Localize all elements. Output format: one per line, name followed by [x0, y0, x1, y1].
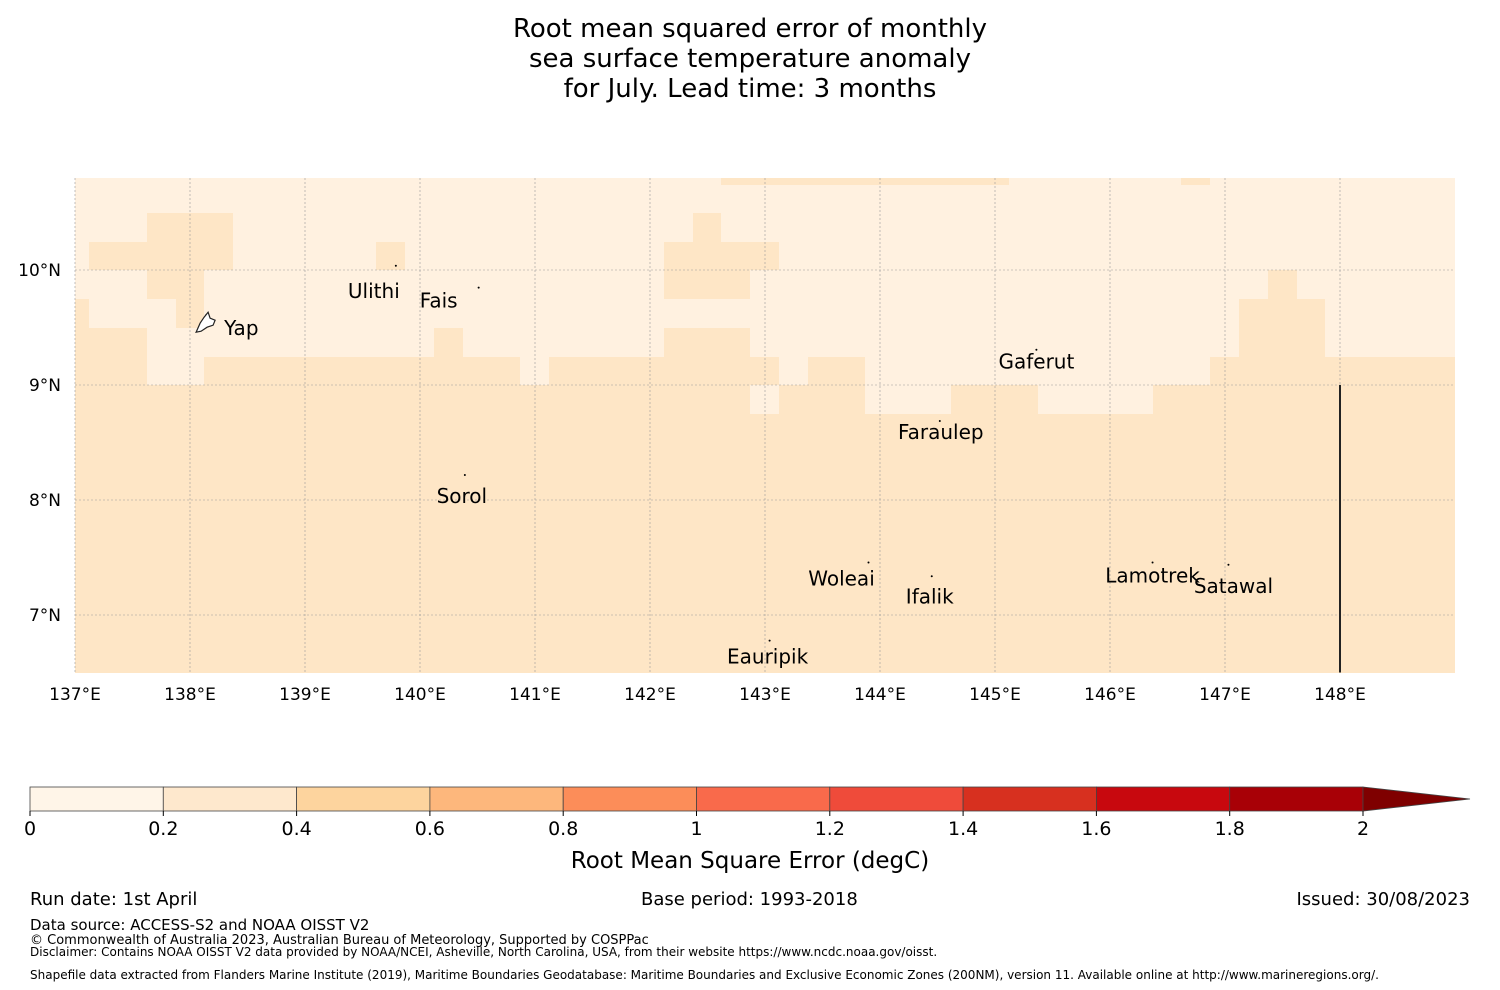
title-line-1: Root mean squared error of monthly	[512, 14, 988, 44]
colorbar-tick-label: 0.4	[281, 818, 311, 840]
colorbar-segment	[1096, 786, 1231, 812]
place-label: Satawal	[1194, 574, 1273, 598]
lon-tick-label: 144°E	[854, 685, 906, 705]
island-dot	[930, 575, 933, 578]
island-dot	[463, 474, 466, 477]
disclaimer: Disclaimer: Contains NOAA OISST V2 data …	[30, 945, 938, 959]
base-period: Base period: 1993-2018	[641, 889, 858, 910]
colorbar-tick-label: 1.6	[1081, 818, 1111, 840]
lat-tick-label: 8°N	[29, 491, 61, 511]
colorbar-tick-label: 0.8	[548, 818, 578, 840]
island-dot	[867, 561, 870, 564]
island-dot	[1227, 563, 1230, 566]
rmse-field-low	[750, 385, 779, 414]
lon-tick-label: 146°E	[1084, 685, 1136, 705]
lon-tick-label: 141°E	[509, 685, 561, 705]
colorbar-segment	[429, 786, 564, 812]
colorbar-extend-arrow	[1362, 786, 1471, 812]
issued-date: Issued: 30/08/2023	[1296, 889, 1470, 910]
colorbar-segment	[696, 786, 831, 812]
place-label: Lamotrek	[1105, 563, 1200, 587]
rmse-field-mid	[1181, 178, 1210, 185]
latitude-tick-labels: 10°N 9°N 8°N 7°N	[18, 261, 61, 626]
colorbar-tick-label: 1.2	[815, 818, 845, 840]
island-dot	[394, 264, 397, 267]
lat-tick-label: 10°N	[18, 261, 61, 281]
lat-tick-label: 7°N	[29, 606, 61, 626]
place-label: Gaferut	[998, 350, 1074, 374]
data-source: Data source: ACCESS-S2 and NOAA OISST V2	[30, 916, 370, 934]
lon-tick-label: 140°E	[394, 685, 446, 705]
colorbar-segment	[1229, 786, 1364, 812]
colorbar-label: Root Mean Square Error (degC)	[571, 848, 929, 874]
colorbar-tick-labels: 0 0.2 0.4 0.6 0.8 1 1.2 1.4 1.6 1.8 2	[24, 811, 1369, 840]
place-label: Faraulep	[898, 420, 984, 444]
copyright: © Commonwealth of Australia 2023, Austra…	[30, 933, 649, 948]
lon-tick-label: 148°E	[1314, 685, 1366, 705]
lon-tick-label: 147°E	[1199, 685, 1251, 705]
island-dot	[477, 286, 480, 289]
colorbar-tick-label: 1.4	[948, 818, 978, 840]
place-label: Sorol	[437, 484, 488, 508]
lon-tick-label: 139°E	[279, 685, 331, 705]
colorbar-segment	[829, 786, 964, 812]
place-label: Woleai	[808, 566, 875, 590]
colorbar-segment	[296, 786, 431, 812]
island-dot	[768, 639, 771, 642]
place-label: Yap	[223, 316, 258, 340]
colorbar	[29, 786, 1471, 812]
colorbar-segment	[562, 786, 697, 812]
colorbar-tick-label: 0	[24, 818, 36, 840]
island-dot	[1035, 348, 1038, 351]
rmse-field-mid	[376, 242, 405, 270]
lon-tick-label: 137°E	[49, 685, 101, 705]
place-label: Ifalik	[906, 584, 954, 608]
run-date: Run date: 1st April	[30, 889, 198, 910]
place-labels: Yap Ulithi Fais Sorol Gaferut Faraulep Woleai I…	[205, 264, 1273, 669]
rmse-field-mid	[721, 178, 1009, 185]
lon-tick-label: 138°E	[164, 685, 216, 705]
colorbar-tick-label: 0.6	[415, 818, 445, 840]
yap-island-shape	[195, 310, 216, 334]
colorbar-tick-label: 1.8	[1215, 818, 1245, 840]
place-label: Ulithi	[348, 279, 400, 303]
graticule	[74, 178, 1455, 673]
colorbar-tick-label: 2	[1357, 818, 1369, 840]
title-line-3: for July. Lead time: 3 months	[563, 74, 937, 104]
map-area: Yap Ulithi Fais Sorol Gaferut Faraulep Woleai I…	[74, 178, 1455, 673]
island-dot	[938, 420, 941, 422]
chart-title: Root mean squared error of monthly sea s…	[0, 14, 1500, 104]
lon-tick-label: 145°E	[969, 685, 1021, 705]
lat-tick-label: 9°N	[29, 376, 61, 396]
colorbar-segment	[29, 786, 164, 812]
lon-tick-label: 143°E	[739, 685, 791, 705]
colorbar-tick-label: 1	[690, 818, 702, 840]
title-line-2: sea surface temperature anomaly	[529, 44, 971, 74]
colorbar-tick-label: 0.2	[148, 818, 178, 840]
place-label: Eauripik	[727, 645, 809, 669]
island-dot	[1151, 561, 1154, 564]
place-label: Fais	[420, 289, 458, 313]
shapefile-credit: Shapefile data extracted from Flanders M…	[30, 968, 1379, 982]
longitude-tick-labels: 137°E 138°E 139°E 140°E 141°E 142°E 143°E 144°E…	[49, 685, 1366, 705]
lon-tick-label: 142°E	[624, 685, 676, 705]
rmse-field-mid	[664, 213, 779, 299]
rmse-field-mid	[89, 213, 233, 328]
colorbar-segment	[162, 786, 298, 812]
colorbar-segment	[962, 786, 1097, 812]
